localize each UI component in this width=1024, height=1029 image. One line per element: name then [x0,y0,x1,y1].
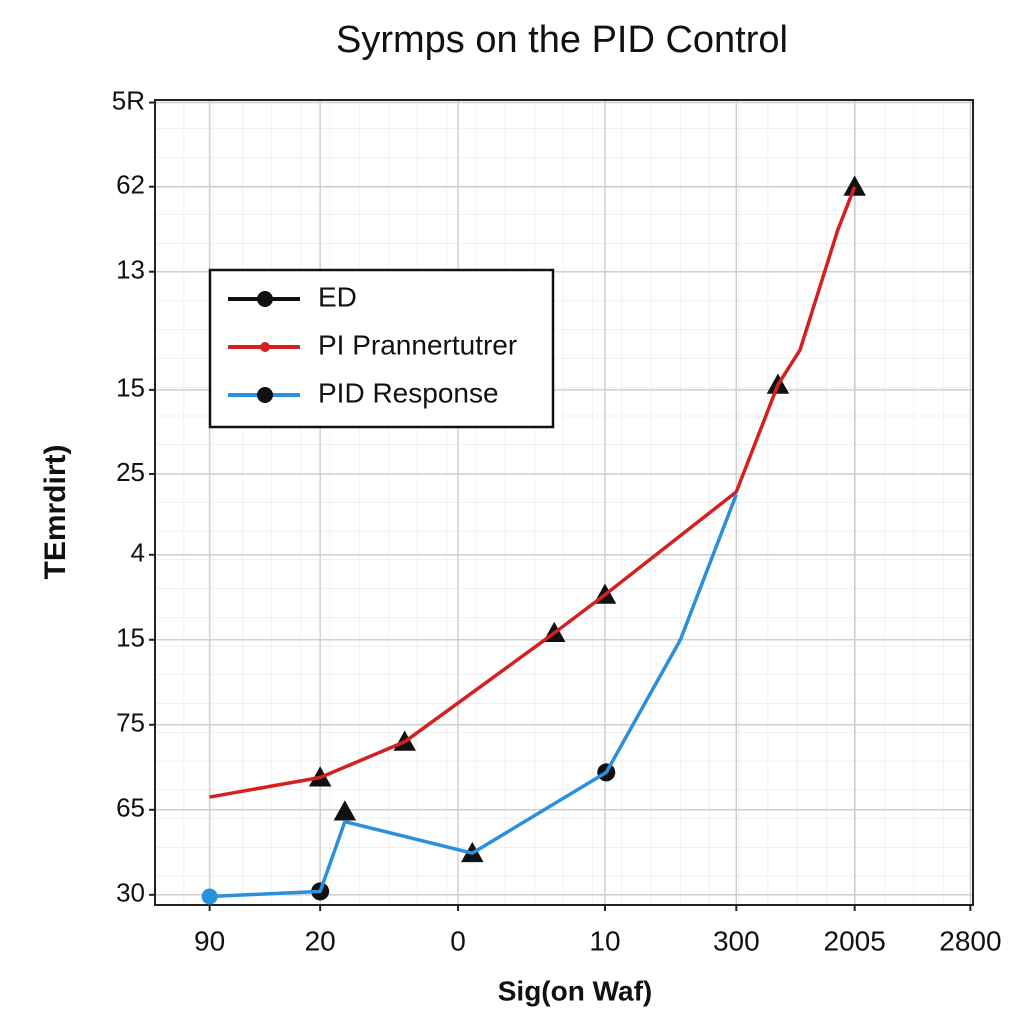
y-tick-label: 15 [116,623,145,653]
marker [843,175,866,196]
y-tick-label: 62 [116,170,145,200]
chart-title: Syrmps on the PID Control [336,19,788,61]
y-tick-label: 4 [131,538,145,568]
series-line [209,493,738,899]
plot-frame [154,99,974,906]
x-tick-label: 0 [450,925,466,956]
x-axis-label: Sig(on Waf) [498,975,652,1006]
legend-marker [257,291,273,307]
y-tick-label: 30 [116,878,145,908]
marker [333,800,357,821]
x-tick-label: 2800 [939,925,1001,956]
x-tick-label: 90 [194,925,225,956]
y-tick-label: 25 [116,457,145,487]
legend-label: PI Prannertutrer [318,329,517,360]
series-line [209,186,857,799]
point [201,888,218,905]
y-axis-label: TEmrdirt) [39,445,72,580]
legend-label: PID Response [318,377,499,408]
legend-label: ED [318,281,357,312]
y-tick-label: 13 [116,255,145,285]
y-tick-label: 75 [116,708,145,738]
y-tick-label: 5R [112,85,145,115]
x-tick-label: 20 [305,925,336,956]
legend-marker [260,342,270,352]
x-tick-label: 2005 [824,925,886,956]
legend-marker [257,387,273,403]
x-tick-label: 300 [713,925,760,956]
y-tick-label: 15 [116,373,145,403]
y-tick-label: 65 [116,793,145,823]
x-tick-label: 10 [589,925,620,956]
